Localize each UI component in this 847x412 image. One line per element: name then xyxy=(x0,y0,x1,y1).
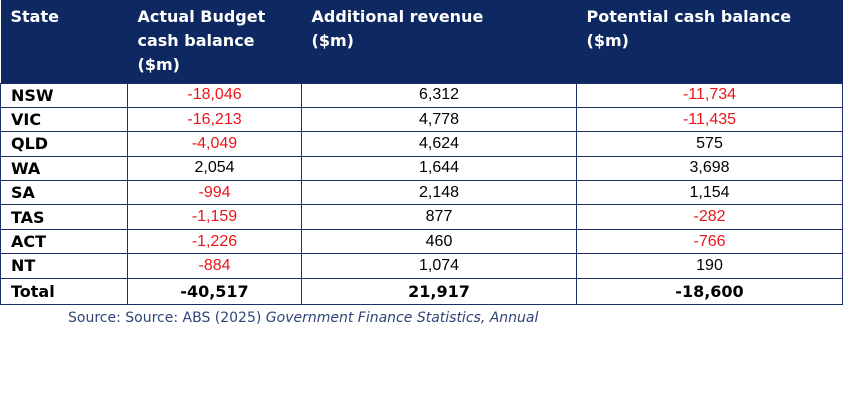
potential-cell: 575 xyxy=(576,131,843,157)
additional-cell: 460 xyxy=(301,228,577,255)
table-row: VIC -16,213 4,778 -11,435 xyxy=(0,106,843,133)
potential-cell: 3,698 xyxy=(576,155,843,182)
table-row: SA -994 2,148 1,154 xyxy=(0,180,843,206)
header-state: State xyxy=(0,0,128,83)
source-title: Government Finance Statistics, Annual xyxy=(265,309,539,326)
state-cell: NSW xyxy=(0,82,128,108)
additional-cell: 4,624 xyxy=(301,131,577,157)
potential-cell: -11,734 xyxy=(576,82,843,108)
total-row: Total -40,517 21,917 -18,600 xyxy=(0,277,843,305)
table-row: QLD -4,049 4,624 575 xyxy=(0,131,843,157)
additional-cell: 877 xyxy=(301,204,577,230)
table-row: NT -884 1,074 190 xyxy=(0,253,843,279)
potential-cell: 190 xyxy=(576,253,843,279)
source-prefix: Source: Source: ABS (2025) xyxy=(68,309,266,326)
header-additional-revenue: Additional revenue ($m) xyxy=(301,0,577,83)
additional-cell: 1,644 xyxy=(301,155,577,182)
table-row: WA 2,054 1,644 3,698 xyxy=(0,155,843,182)
actual-cell: -4,049 xyxy=(127,131,302,157)
header-actual-budget: Actual Budget cash balance ($m) xyxy=(127,0,302,83)
additional-cell: 4,778 xyxy=(301,106,577,133)
actual-cell: -1,159 xyxy=(127,204,302,230)
additional-cell: 2,148 xyxy=(301,180,577,206)
actual-cell: -18,046 xyxy=(127,82,302,108)
total-label: Total xyxy=(0,277,128,305)
actual-cell: -884 xyxy=(127,253,302,279)
header-potential-cash: Potential cash balance ($m) xyxy=(576,0,843,83)
header-row: State Actual Budget cash balance ($m) Ad… xyxy=(0,0,843,83)
additional-cell: 1,074 xyxy=(301,253,577,279)
state-cell: VIC xyxy=(0,106,128,133)
source-note: Source: Source: ABS (2025) Government Fi… xyxy=(0,310,847,326)
actual-cell: -16,213 xyxy=(127,106,302,133)
total-actual: -40,517 xyxy=(127,277,302,305)
actual-cell: -994 xyxy=(127,180,302,206)
actual-cell: -1,226 xyxy=(127,228,302,255)
state-budget-table: State Actual Budget cash balance ($m) Ad… xyxy=(0,0,843,305)
state-cell: ACT xyxy=(0,228,128,255)
state-cell: SA xyxy=(0,180,128,206)
potential-cell: -282 xyxy=(576,204,843,230)
potential-cell: -766 xyxy=(576,228,843,255)
state-cell: TAS xyxy=(0,204,128,230)
total-additional: 21,917 xyxy=(301,277,577,305)
table-container: State Actual Budget cash balance ($m) Ad… xyxy=(0,0,847,326)
state-cell: WA xyxy=(0,155,128,182)
actual-cell: 2,054 xyxy=(127,155,302,182)
table-row: ACT -1,226 460 -766 xyxy=(0,228,843,255)
table-row: TAS -1,159 877 -282 xyxy=(0,204,843,230)
additional-cell: 6,312 xyxy=(301,82,577,108)
state-cell: QLD xyxy=(0,131,128,157)
potential-cell: 1,154 xyxy=(576,180,843,206)
total-potential: -18,600 xyxy=(576,277,843,305)
table-row: NSW -18,046 6,312 -11,734 xyxy=(0,82,843,108)
state-cell: NT xyxy=(0,253,128,279)
potential-cell: -11,435 xyxy=(576,106,843,133)
